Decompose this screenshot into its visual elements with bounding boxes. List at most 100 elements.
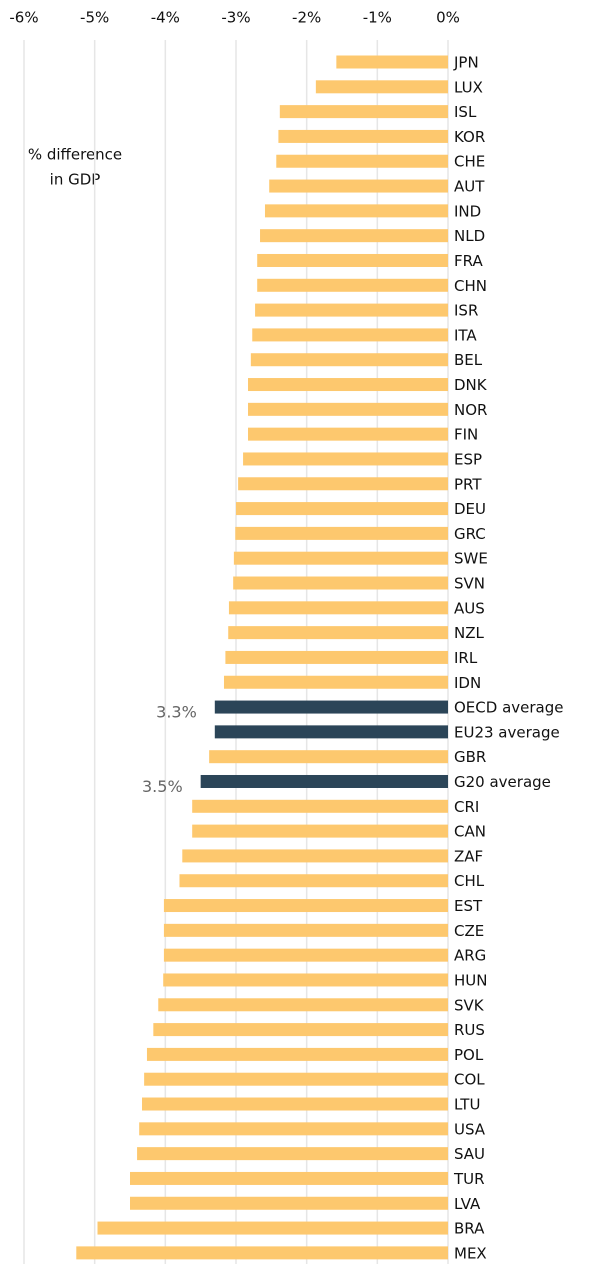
bar xyxy=(200,774,448,788)
y-tick-label: FIN xyxy=(454,426,478,444)
y-tick-label: ARG xyxy=(454,947,486,965)
y-tick-label: SWE xyxy=(454,550,488,568)
bar xyxy=(192,824,448,838)
y-tick-label: LTU xyxy=(454,1096,480,1114)
x-tick-label: -4% xyxy=(151,9,180,27)
bar xyxy=(163,973,449,987)
bar xyxy=(182,849,448,863)
bar xyxy=(248,378,448,392)
y-tick-label: COL xyxy=(454,1071,485,1089)
y-tick-label: LUX xyxy=(454,78,483,96)
y-tick-label: SAU xyxy=(454,1145,485,1163)
bar xyxy=(163,948,449,962)
y-tick-label: IDN xyxy=(454,674,481,692)
bar xyxy=(163,923,449,937)
y-tick-label: PRT xyxy=(454,475,482,493)
y-tick-label: CHE xyxy=(454,153,485,171)
y-tick-label: HUN xyxy=(454,971,487,989)
bar xyxy=(264,204,448,218)
y-tick-label: GBR xyxy=(454,748,486,766)
y-tick-label: EST xyxy=(454,897,483,915)
bar xyxy=(144,1072,448,1086)
bar xyxy=(252,328,448,342)
bar xyxy=(257,278,448,292)
y-tick-label: AUT xyxy=(454,178,485,196)
x-tick-label: -6% xyxy=(9,9,38,27)
y-tick-label: JPN xyxy=(453,54,479,72)
bar xyxy=(209,750,448,764)
bar xyxy=(233,576,448,590)
y-tick-label: OECD average xyxy=(454,699,563,717)
data-label: 3.5% xyxy=(142,777,183,796)
y-tick-label: DNK xyxy=(454,376,488,394)
bar xyxy=(315,80,448,94)
y-tick-label: SVN xyxy=(454,575,485,593)
bar xyxy=(76,1246,448,1260)
bar xyxy=(248,427,448,441)
bar xyxy=(255,303,448,317)
bar xyxy=(269,179,448,193)
bar xyxy=(153,1023,448,1037)
bar xyxy=(228,626,448,640)
bar xyxy=(139,1122,449,1136)
y-tick-label: G20 average xyxy=(454,773,551,791)
bar xyxy=(276,154,448,168)
y-tick-label: RUS xyxy=(454,1021,485,1039)
bar xyxy=(236,502,448,516)
y-tick-label: SVK xyxy=(454,996,485,1014)
y-tick-label: CAN xyxy=(454,823,486,841)
bar xyxy=(233,551,448,565)
bar xyxy=(130,1196,448,1210)
bar xyxy=(250,353,448,367)
bar xyxy=(214,700,448,714)
bar xyxy=(228,601,448,615)
y-tick-label: ITA xyxy=(454,326,477,344)
y-tick-label: NZL xyxy=(454,624,484,642)
bar xyxy=(192,799,448,813)
bar xyxy=(336,55,448,69)
y-tick-label: IND xyxy=(454,202,481,220)
bar xyxy=(130,1171,448,1185)
y-tick-label: ESP xyxy=(454,450,482,468)
y-tick-label: EU23 average xyxy=(454,723,560,741)
bar xyxy=(223,675,448,689)
y-tick-label: MEX xyxy=(454,1244,487,1262)
y-tick-label: TUR xyxy=(453,1170,485,1188)
y-tick-label: CHN xyxy=(454,277,487,295)
bar xyxy=(97,1221,448,1235)
y-tick-label: CHL xyxy=(454,872,485,890)
bar xyxy=(278,129,448,143)
bar xyxy=(214,725,448,739)
y-tick-label: ZAF xyxy=(454,847,483,865)
bar xyxy=(238,477,448,491)
y-tick-label: ISL xyxy=(454,103,477,121)
y-tick-label: GRC xyxy=(454,525,486,543)
x-tick-label: -1% xyxy=(363,9,392,27)
bar xyxy=(279,105,448,119)
x-tick-label: -2% xyxy=(292,9,321,27)
bar xyxy=(142,1097,448,1111)
bar xyxy=(248,402,448,416)
bar xyxy=(163,899,449,913)
y-tick-label: DEU xyxy=(454,500,486,518)
y-tick-label: IRL xyxy=(454,649,478,667)
y-tick-label: NOR xyxy=(454,401,487,419)
y-tick-label: USA xyxy=(454,1120,486,1138)
x-tick-label: -5% xyxy=(80,9,109,27)
bar xyxy=(260,229,448,243)
y-tick-label: BEL xyxy=(454,351,483,369)
bar xyxy=(179,874,448,888)
annotation: % difference xyxy=(28,146,122,164)
y-tick-label: CZE xyxy=(454,922,484,940)
y-tick-label: ISR xyxy=(454,302,478,320)
y-tick-label: FRA xyxy=(454,252,483,270)
bar xyxy=(235,526,448,540)
y-tick-label: LVA xyxy=(454,1195,481,1213)
bar xyxy=(158,998,448,1012)
annotation: in GDP xyxy=(50,171,101,189)
y-tick-label: BRA xyxy=(454,1220,485,1238)
data-label: 3.3% xyxy=(156,703,197,722)
bar xyxy=(257,253,448,267)
bar xyxy=(225,650,448,664)
